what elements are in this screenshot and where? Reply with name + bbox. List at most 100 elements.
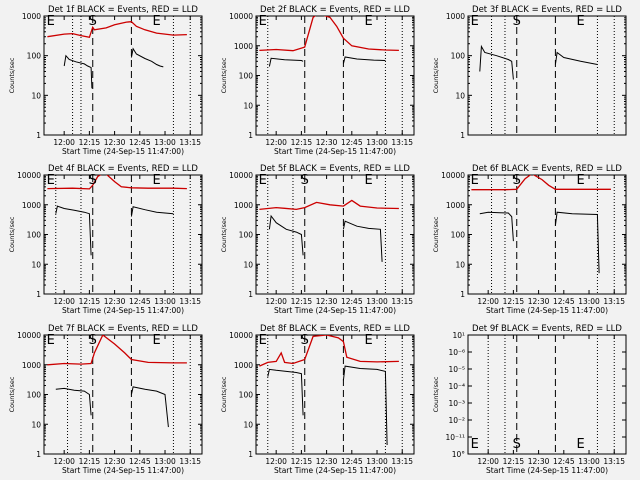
time-marker-S: S: [301, 173, 309, 188]
panel-det-3f: Det 3f BLACK = Events, RED = LLD 1 10 100 10…: [432, 5, 627, 140]
x-tick-label: 12:30: [316, 138, 338, 147]
x-tick-label: 12:45: [129, 297, 151, 306]
time-marker-E: E: [471, 173, 479, 188]
y-tick-label: 1: [460, 131, 465, 140]
y-tick-label: 1: [248, 450, 253, 459]
y-tick-label: 10: [31, 260, 41, 269]
x-axis-label: Start Time (24-Sep-15 11:47:00): [62, 306, 184, 315]
plot-frame: [43, 174, 203, 295]
panel-title: Det 7f BLACK = Events, RED = LLD: [48, 324, 198, 334]
panel-det-2f: Det 2f BLACK = Events, RED = LLD 1 10 100 10…: [220, 5, 415, 156]
events-series-line: [130, 47, 164, 68]
y-tick-label: 10: [455, 91, 465, 100]
events-series-line: [55, 205, 92, 256]
x-tick-label: 12:30: [316, 297, 338, 306]
panel-det-7f: Det 7f BLACK = Events, RED = LLD 1 10 100 10…: [8, 324, 203, 475]
events-series-line: [479, 211, 514, 242]
y-tick-label: 1000: [22, 201, 41, 210]
plot-frame: [467, 334, 627, 455]
events-series-line: [267, 368, 304, 416]
x-tick-label: 13:00: [154, 457, 176, 466]
y-tick-label: 1: [248, 290, 253, 299]
x-tick-label: 12:00: [53, 138, 75, 147]
panel-det-1f: Det 1f BLACK = Events, RED = LLD 1 10 100 10…: [8, 5, 203, 156]
x-tick-label: 13:15: [603, 457, 625, 466]
y-tick-label: 100: [27, 52, 42, 61]
x-tick-label: 12:30: [528, 457, 550, 466]
events-series-line: [268, 57, 304, 67]
time-marker-E: E: [153, 333, 161, 348]
x-tick-label: 13:15: [179, 457, 201, 466]
lld-series-line: [259, 16, 399, 52]
y-tick-label: 1: [36, 131, 41, 140]
y-tick-label: 10°: [452, 450, 466, 459]
time-marker-S: S: [89, 333, 97, 348]
x-tick-label: 12:30: [104, 297, 126, 306]
time-marker-E: E: [365, 333, 373, 348]
time-marker-S: S: [513, 14, 521, 29]
y-tick-label: 10: [31, 420, 41, 429]
time-marker-S: S: [301, 333, 309, 348]
time-marker-E: E: [365, 173, 373, 188]
y-tick-label: 1000: [446, 201, 465, 210]
y-tick-label: 1000: [234, 42, 253, 51]
x-tick-label: 12:45: [341, 297, 363, 306]
panel-det-6f: Det 6f BLACK = Events, RED = LLD 1 10 100 10…: [432, 164, 627, 315]
x-tick-label: 12:45: [341, 138, 363, 147]
time-marker-E: E: [153, 173, 161, 188]
x-tick-label: 13:00: [366, 138, 388, 147]
y-tick-label: 10: [243, 260, 253, 269]
x-tick-label: 13:00: [366, 297, 388, 306]
y-tick-label: 10000: [441, 171, 465, 180]
events-series-line: [342, 365, 388, 446]
y-tick-label: 10⁻³: [448, 399, 465, 408]
time-marker-S: S: [89, 14, 97, 29]
x-tick-label: 12:45: [553, 297, 575, 306]
x-tick-label: 13:15: [391, 297, 413, 306]
panel-title: Det 2f BLACK = Events, RED = LLD: [260, 5, 410, 15]
panel-title: Det 1f BLACK = Events, RED = LLD: [48, 5, 198, 15]
x-tick-label: 13:15: [603, 297, 625, 306]
plot-frame: [255, 15, 415, 136]
events-series-line: [63, 54, 93, 89]
y-axis-label: Counts/sec: [220, 216, 228, 252]
x-tick-label: 12:45: [129, 138, 151, 147]
panel-title: Det 5f BLACK = Events, RED = LLD: [260, 164, 410, 174]
time-marker-E: E: [259, 173, 267, 188]
lld-series-line: [47, 175, 187, 190]
y-axis-label: Counts/sec: [8, 216, 16, 252]
panel-title: Det 9f BLACK = Events, RED = LLD: [472, 324, 622, 334]
events-series-line: [342, 56, 386, 64]
y-tick-label: 10000: [229, 331, 253, 340]
lld-series-line: [471, 175, 611, 191]
time-marker-E: E: [471, 14, 479, 29]
panel-title: Det 6f BLACK = Events, RED = LLD: [472, 164, 622, 174]
plot-frame: [43, 15, 203, 136]
x-tick-label: 12:00: [265, 138, 287, 147]
y-tick-label: 1000: [446, 12, 465, 21]
panel-det-5f: Det 5f BLACK = Events, RED = LLD 1 10 100 10…: [220, 164, 415, 315]
y-tick-label: 10: [243, 420, 253, 429]
x-axis-label: Start Time (24-Sep-15 11:47:00): [274, 306, 396, 315]
y-tick-label: 10⁻¹¹: [445, 433, 465, 442]
x-tick-label: 12:30: [104, 138, 126, 147]
events-series-line: [342, 220, 383, 262]
y-tick-label: 100: [451, 231, 466, 240]
y-tick-label: 10: [31, 91, 41, 100]
x-axis-label: Start Time (24-Sep-15 11:47:00): [274, 147, 396, 156]
x-tick-label: 12:30: [104, 457, 126, 466]
panel-title: Det 4f BLACK = Events, RED = LLD: [48, 164, 198, 174]
events-series-line: [554, 51, 598, 65]
x-axis-label: Start Time (24-Sep-15 11:47:00): [62, 466, 184, 475]
x-tick-label: 12:00: [477, 297, 499, 306]
x-tick-label: 12:45: [553, 457, 575, 466]
y-tick-label: 10000: [229, 171, 253, 180]
time-marker-S: S: [513, 437, 521, 452]
y-tick-label: 10000: [17, 171, 41, 180]
x-tick-label: 12:15: [291, 457, 313, 466]
x-tick-label: 12:15: [79, 138, 101, 147]
plot-frame: [43, 334, 203, 455]
y-tick-label: 1000: [234, 361, 253, 370]
x-axis-label: Start Time (24-Sep-15 11:47:00): [62, 147, 184, 156]
